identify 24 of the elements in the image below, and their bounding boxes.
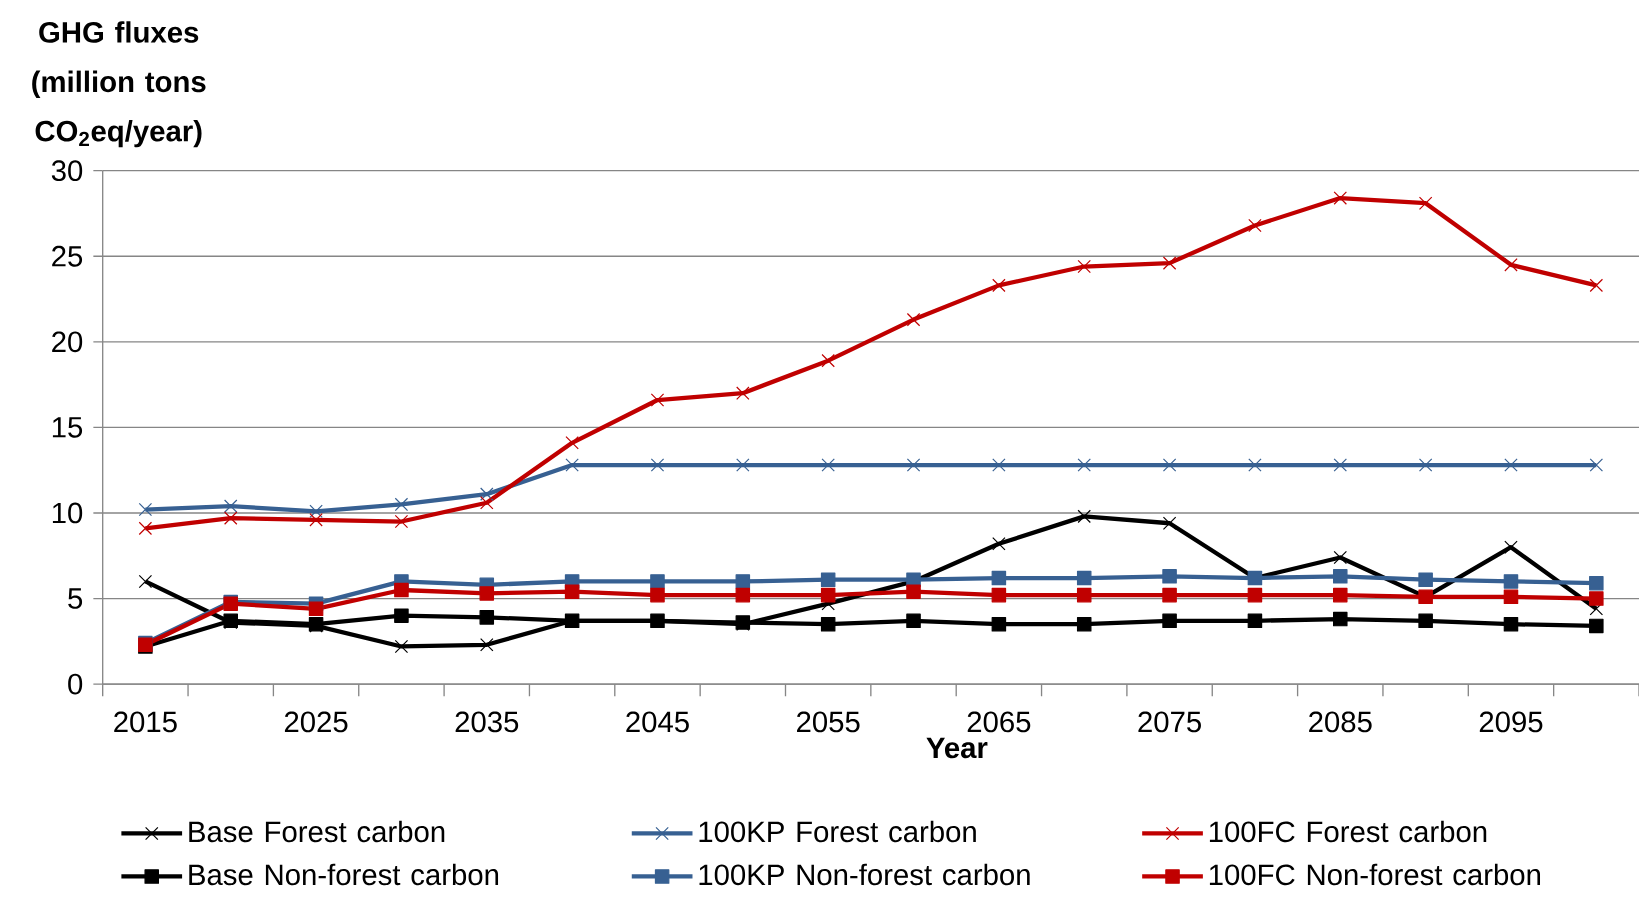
y-tick-label: 10 bbox=[52, 502, 83, 524]
x-tick-label: 2015 bbox=[114, 711, 177, 733]
legend-label: 100KP Non-forest carbon bbox=[699, 863, 1030, 886]
y-tick-label: 25 bbox=[52, 246, 83, 267]
y-tick-label: 0 bbox=[68, 673, 83, 695]
x-tick-label: 2075 bbox=[1138, 711, 1201, 733]
legend-label: Base Non-forest carbon bbox=[189, 863, 499, 886]
legend-label: 100FC Non-forest carbon bbox=[1209, 863, 1541, 886]
y-axis-title: GHG fluxes (million tons CO$_{2}$eq/year) bbox=[32, 21, 206, 148]
x-tick-label: 2045 bbox=[626, 711, 689, 733]
x-tick-label: 2025 bbox=[284, 711, 348, 733]
y-tick-label: 15 bbox=[52, 417, 83, 438]
x-tick-label: 2095 bbox=[1479, 711, 1543, 733]
legend-label: Base Forest carbon bbox=[189, 820, 445, 843]
y-tick-label: 20 bbox=[52, 331, 83, 353]
x-tick-label: 2055 bbox=[797, 711, 860, 733]
x-tick-label: 2085 bbox=[1309, 711, 1372, 733]
x-axis-title: Year bbox=[926, 737, 988, 759]
y-tick-label: 5 bbox=[68, 588, 83, 610]
legend-label: 100FC Forest carbon bbox=[1209, 820, 1487, 843]
x-tick-label: 2035 bbox=[455, 711, 519, 733]
y-tick-label: 30 bbox=[51, 160, 83, 182]
legend-label: 100KP Forest carbon bbox=[699, 820, 976, 843]
x-tick-label: 2065 bbox=[967, 711, 1031, 733]
